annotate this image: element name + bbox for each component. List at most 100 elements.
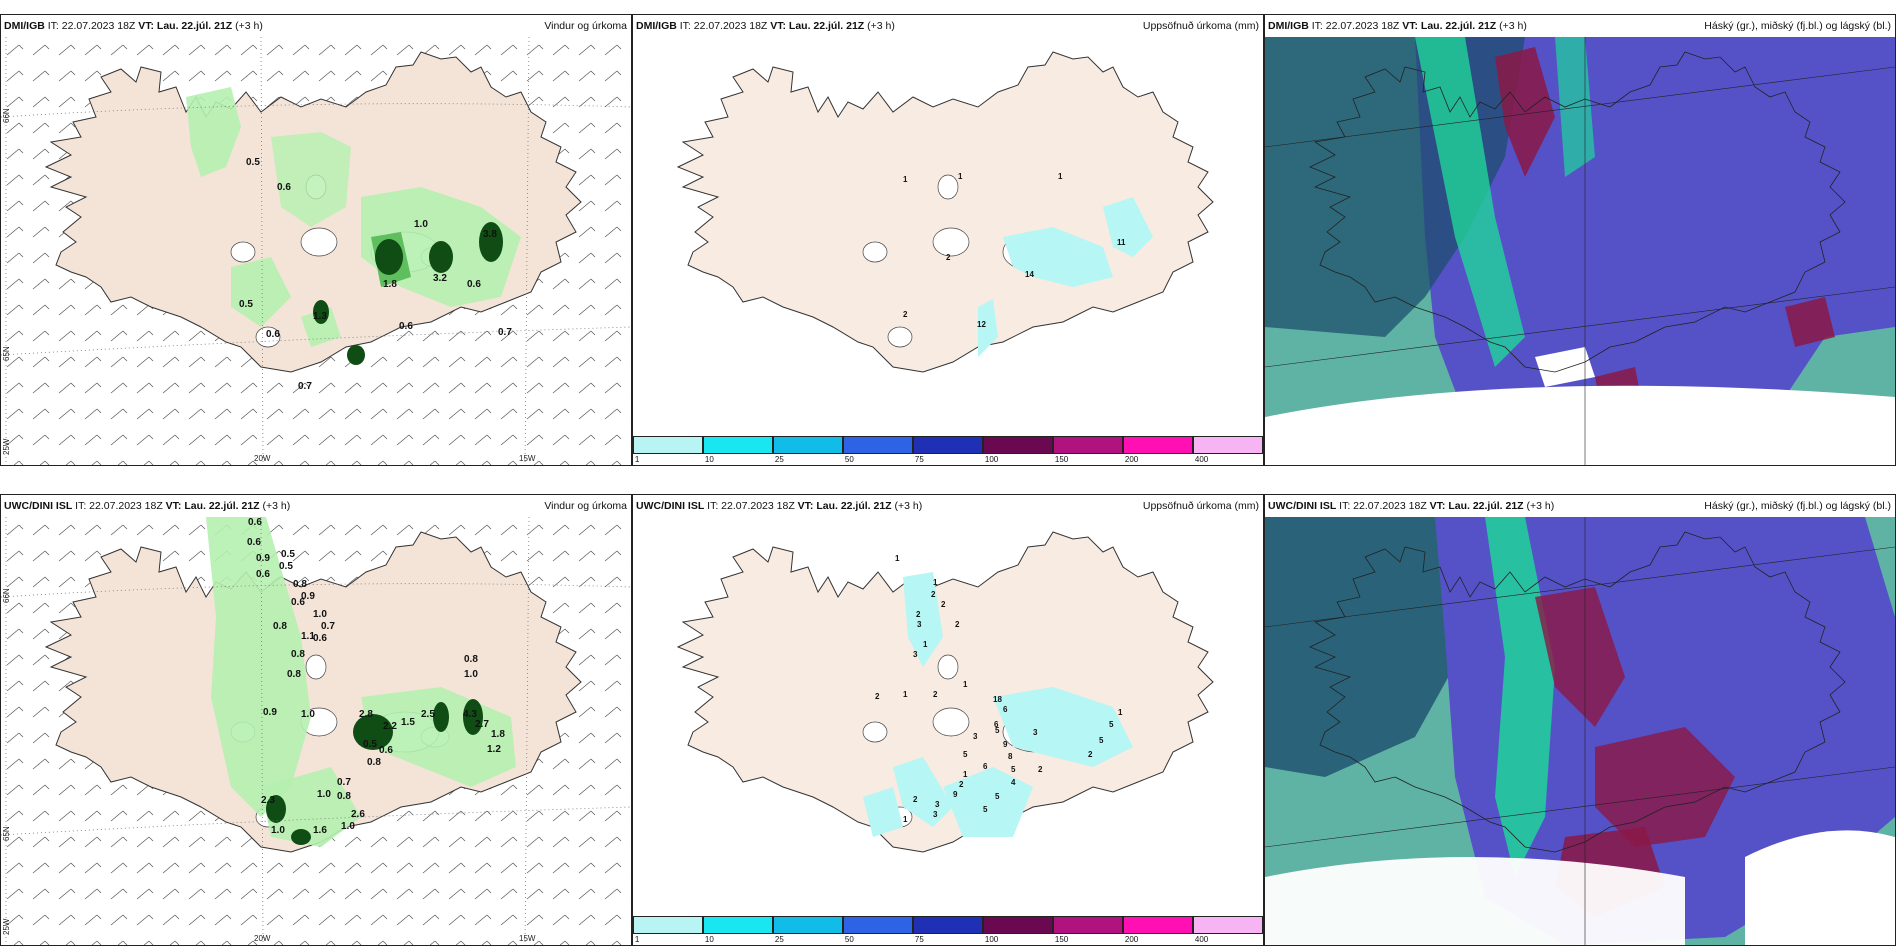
precip-value: 1.8 [383, 279, 397, 290]
precip-value: 1.0 [341, 821, 355, 832]
precip-value: 2 [916, 610, 921, 619]
precip-value: 1.0 [271, 825, 285, 836]
precip-value: 1 [903, 175, 908, 184]
precip-value: 6 [1003, 705, 1008, 714]
panel-header: UWC/DINI ISL IT: 22.07.2023 18Z VT: Lau.… [1265, 495, 1895, 517]
legend-tick: 150 [1054, 935, 1069, 944]
precip-value: 3.2 [433, 273, 447, 284]
precip-value: 0.9 [256, 553, 270, 564]
precip-value: 0.7 [321, 621, 335, 632]
legend-swatch [1193, 916, 1263, 934]
precip-value: 2.6 [351, 809, 365, 820]
panel-title: Vindur og úrkoma [544, 500, 627, 512]
precip-value: 2.2 [383, 721, 397, 732]
precip-value: 2 [913, 795, 918, 804]
precip-value: 1.0 [414, 219, 428, 230]
precip-value: 2 [875, 692, 880, 701]
precip-value: 3 [913, 650, 918, 659]
legend-tick: 200 [1124, 935, 1139, 944]
precip-value: 0.8 [287, 669, 301, 680]
precip-value: 8 [1008, 752, 1013, 761]
legend-swatch [703, 436, 773, 454]
precip-value: 0.5 [239, 299, 253, 310]
precip-areas [978, 197, 1153, 357]
grid-lines [1, 517, 631, 945]
precip-value: 0.8 [273, 621, 287, 632]
legend-swatch [633, 916, 703, 934]
lat-label: 65N [2, 826, 11, 841]
panel-title: Uppsöfnuð úrkoma (mm) [1142, 500, 1259, 512]
legend-colorbar: 1 10 25 50 75 100 150 200 400 [633, 436, 1263, 465]
precip-areas [206, 517, 516, 847]
legend-swatch [1123, 916, 1193, 934]
precip-value: 1 [923, 640, 928, 649]
precip-value: 1.5 [401, 717, 415, 728]
legend-swatch [983, 436, 1053, 454]
legend-swatch [913, 436, 983, 454]
legend-tick: 75 [914, 935, 924, 944]
precip-value: 6 [983, 762, 988, 771]
legend-swatch [843, 436, 913, 454]
precip-value: 0.5 [279, 561, 293, 572]
precip-value: 0.5 [246, 157, 260, 168]
precip-value: 1.6 [313, 825, 327, 836]
precip-value: 0.6 [247, 537, 261, 548]
precip-value: 2 [941, 600, 946, 609]
precip-value: 0.8 [337, 791, 351, 802]
precip-value: 9 [953, 790, 958, 799]
precip-value: 0.9 [301, 591, 315, 602]
precip-value: 3 [1033, 728, 1038, 737]
legend-tick: 400 [1194, 455, 1209, 464]
precip-value: 1.1 [301, 631, 315, 642]
precip-value: 2 [933, 690, 938, 699]
precip-value: 0.6 [399, 321, 413, 332]
legend-swatch [1053, 916, 1123, 934]
panel-header: DMI/IGB IT: 22.07.2023 18Z VT: Lau. 22.j… [1265, 15, 1895, 37]
precip-value: 2 [955, 620, 960, 629]
precip-value: 1 [903, 815, 908, 824]
panel-dmi-wind: DMI/IGB IT: 22.07.2023 18Z VT: Lau. 22.j… [0, 14, 632, 466]
wind-precip-map: 0.5 0.6 1.0 0.6 1.8 3.8 0.5 1.3 0.6 0.6 … [1, 37, 631, 465]
panel-title: Vindur og úrkoma [544, 20, 627, 32]
precip-value: 0.5 [363, 739, 377, 750]
legend-swatch [703, 916, 773, 934]
grid-lines [1, 37, 631, 465]
panel-title: Háský (gr.), miðský (fj.bl.) og lágský (… [1704, 20, 1891, 32]
precip-value: 9 [1003, 740, 1008, 749]
precip-areas [863, 572, 1133, 837]
precip-value: 2 [931, 590, 936, 599]
precip-value: 3 [973, 732, 978, 741]
legend-tick: 50 [844, 455, 854, 464]
legend-swatch [1123, 436, 1193, 454]
panel-title: Háský (gr.), miðský (fj.bl.) og lágský (… [1704, 500, 1891, 512]
legend-tick: 150 [1054, 455, 1069, 464]
legend-tick: 25 [774, 935, 784, 944]
panel-dmi-accum: DMI/IGB IT: 22.07.2023 18Z VT: Lau. 22.j… [632, 14, 1264, 466]
precip-value: 3 [933, 810, 938, 819]
precip-value: 0.8 [293, 579, 307, 590]
precip-value: 2.5 [421, 709, 435, 720]
precip-value: 2 [959, 780, 964, 789]
precip-value: 1.0 [313, 609, 327, 620]
precip-value: 1 [1118, 708, 1123, 717]
precip-value: 11 [1117, 238, 1126, 247]
precip-value: 0.6 [248, 517, 262, 528]
precip-value: 0.6 [313, 633, 327, 644]
legend-tick: 100 [984, 455, 999, 464]
accum-precip-map: 1 1 1 2 14 11 2 12 [633, 37, 1263, 437]
precip-value: 0.6 [467, 279, 481, 290]
precip-value: 1 [933, 578, 938, 587]
lat-label: 66N [2, 108, 11, 123]
precip-value: 1 [958, 172, 963, 181]
lon-label: 25W [2, 438, 11, 455]
legend-tick: 50 [844, 935, 854, 944]
precip-value: 1 [903, 690, 908, 699]
precip-value: 0.7 [337, 777, 351, 788]
precip-value: 2 [903, 310, 908, 319]
precip-value: 0.6 [379, 745, 393, 756]
precip-value: 1.0 [317, 789, 331, 800]
precip-value: 2 [946, 253, 951, 262]
precip-value: 5 [995, 792, 1000, 801]
precip-value: 1 [1058, 172, 1063, 181]
